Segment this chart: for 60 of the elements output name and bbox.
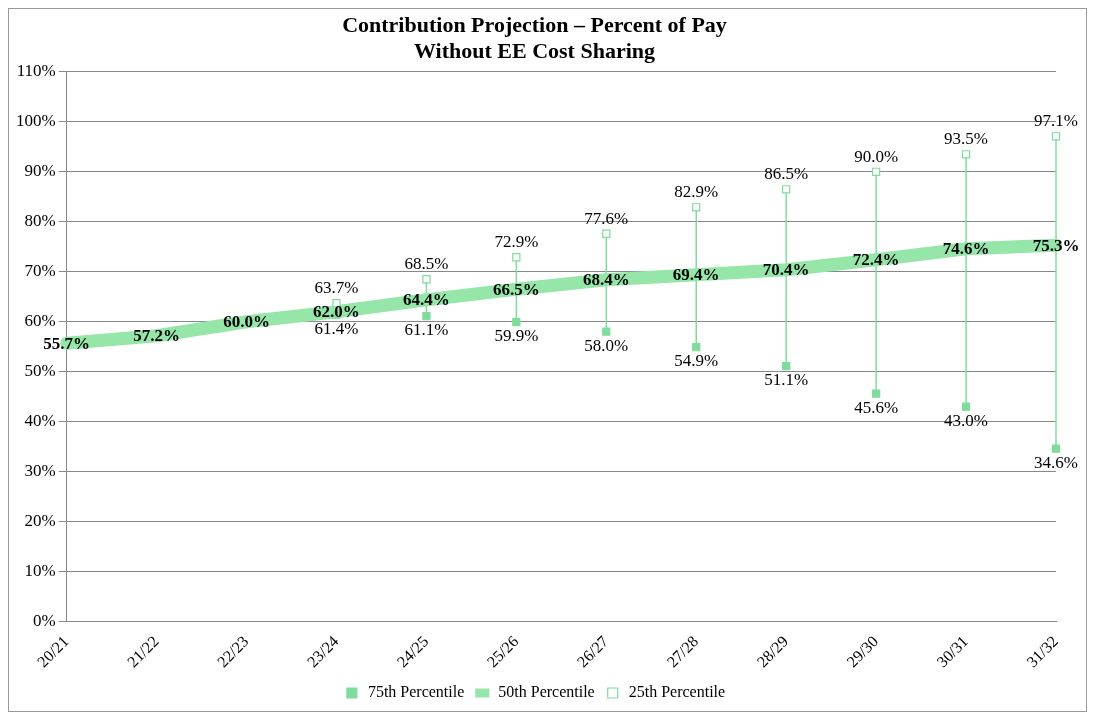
data-label: 90.0% <box>854 146 899 166</box>
data-label: 61.1% <box>404 320 449 340</box>
point <box>422 275 431 284</box>
data-label: 51.1% <box>764 370 809 390</box>
y-tick-label: 100% <box>15 111 56 131</box>
point <box>692 343 701 352</box>
data-label: 86.5% <box>764 164 809 184</box>
point <box>512 253 521 262</box>
legend-label: 25th Percentile <box>628 683 726 701</box>
point <box>782 362 791 371</box>
data-label: 60.0% <box>223 312 270 332</box>
legend-label: 75th Percentile <box>367 683 465 701</box>
y-tick-label: 10% <box>24 561 56 581</box>
data-label: 74.6% <box>942 239 990 259</box>
data-label: 57.2% <box>133 326 180 346</box>
point <box>961 402 971 411</box>
data-label: 97.1% <box>1034 111 1078 131</box>
point <box>1051 444 1061 453</box>
y-tick-label: 20% <box>24 511 56 531</box>
y-tick-label: 50% <box>24 361 56 381</box>
legend-label: 50th Percentile <box>498 683 595 701</box>
y-tick-label: 90% <box>24 161 56 181</box>
data-label: 59.9% <box>494 326 539 346</box>
data-label: 66.5% <box>492 279 540 299</box>
data-label: 54.9% <box>674 351 719 371</box>
chart-title: Contribution Projection – Percent of Pay Without EE Cost Sharing <box>342 11 727 64</box>
point <box>512 318 521 327</box>
y-tick-label: 70% <box>24 261 56 281</box>
data-label: 82.9% <box>674 182 719 202</box>
point <box>871 389 881 398</box>
point <box>782 185 791 194</box>
data-label: 77.6% <box>584 208 629 228</box>
data-label: 55.7% <box>43 333 91 353</box>
y-tick-label: 60% <box>24 311 56 331</box>
data-label: 64.4% <box>403 290 450 310</box>
data-label: 72.9% <box>494 232 539 252</box>
y-tick-label: 30% <box>24 461 56 481</box>
y-tick-label: 110% <box>16 61 56 81</box>
y-tick-label: 0% <box>32 611 56 631</box>
point <box>602 229 611 238</box>
data-label: 34.6% <box>1034 452 1078 472</box>
data-label: 58.0% <box>584 335 629 355</box>
data-label: 45.6% <box>854 397 899 417</box>
point <box>602 327 611 336</box>
y-tick-label: 80% <box>24 211 56 231</box>
data-label: 93.5% <box>944 129 989 149</box>
point <box>1051 132 1061 141</box>
data-label: 43.0% <box>944 410 989 430</box>
data-label: 75.3% <box>1032 235 1080 255</box>
point <box>692 203 701 212</box>
point <box>422 312 431 321</box>
point <box>871 167 881 176</box>
data-label: 69.4% <box>672 265 720 285</box>
data-label: 68.4% <box>582 270 630 290</box>
data-label: 70.4% <box>762 260 810 280</box>
data-label: 63.7% <box>314 278 359 298</box>
y-tick-label: 40% <box>24 411 56 431</box>
data-label: 68.5% <box>404 254 449 274</box>
data-label: 72.4% <box>852 250 900 270</box>
point <box>961 150 971 159</box>
